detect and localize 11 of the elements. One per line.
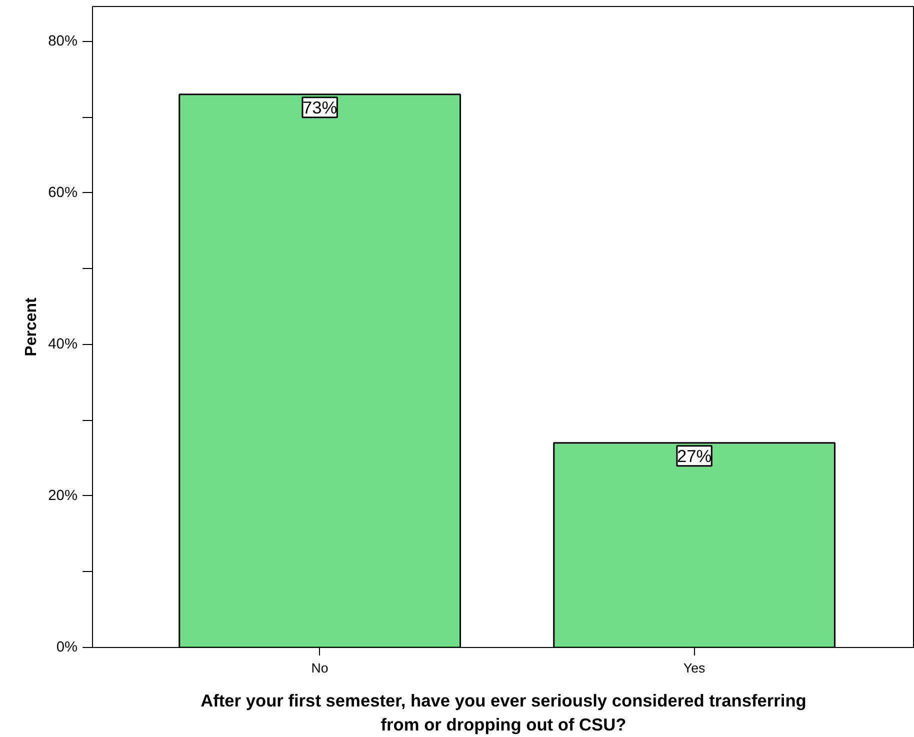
y-tick-label: 60%	[48, 184, 78, 201]
y-tick-label: 80%	[48, 33, 78, 50]
data-label: 27%	[676, 446, 712, 466]
y-axis-title: Percent	[23, 296, 40, 356]
data-label: 73%	[302, 97, 338, 118]
y-tick-label: 0%	[56, 640, 78, 656]
x-tick-label: No	[311, 660, 328, 676]
y-tick-label: 20%	[48, 488, 78, 504]
x-axis-title: After your first semester, have you ever seriously considered transferring from or dropping out of CSU?	[200, 690, 806, 734]
x-tick-label: Yes	[683, 660, 706, 676]
y-tick-label: 40%	[48, 336, 78, 352]
